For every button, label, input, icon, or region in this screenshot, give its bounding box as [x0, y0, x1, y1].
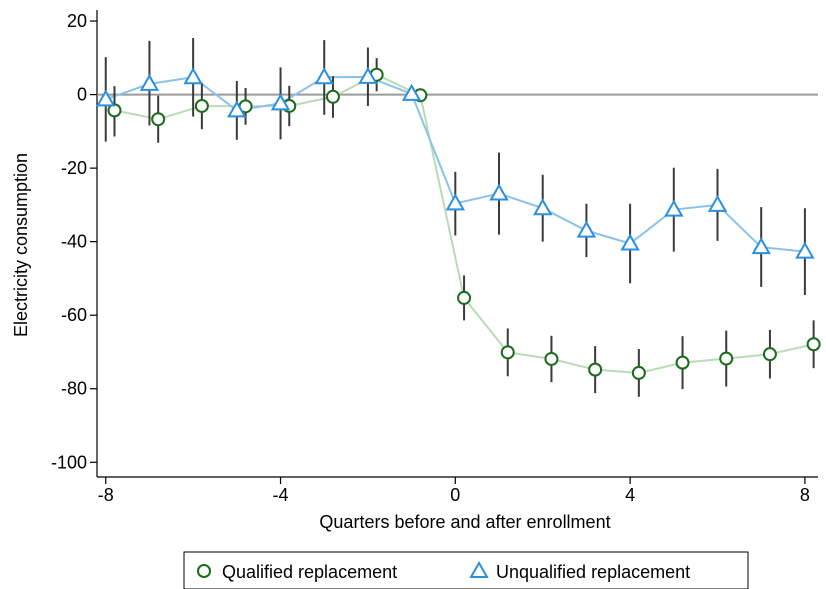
legend-label-qualified: Qualified replacement: [222, 562, 397, 582]
point-unqualified: [358, 66, 378, 84]
legend-marker-qualified: [197, 564, 211, 578]
point-qualified: [675, 355, 690, 370]
point-qualified: [719, 351, 734, 366]
x-ticks: -8 -4 0 4 8: [98, 477, 810, 505]
y-tick-label: -60: [61, 305, 87, 325]
point-unqualified: [751, 237, 771, 255]
y-tick-label: -20: [61, 158, 87, 178]
y-tick-label: -80: [61, 379, 87, 399]
point-qualified: [151, 112, 166, 127]
legend-box: [183, 551, 749, 589]
y-axis-title: Electricity consumption: [11, 153, 31, 337]
series-line-1: [114, 73, 814, 374]
point-qualified: [806, 337, 821, 352]
point-unqualified: [532, 198, 553, 216]
point-qualified: [457, 290, 472, 305]
x-tick-label: 8: [800, 485, 810, 505]
x-tick-label: 0: [450, 485, 460, 505]
point-qualified: [107, 103, 122, 118]
legend: Qualified replacement Unqualified replac…: [183, 551, 749, 589]
point-qualified: [500, 345, 515, 360]
y-ticks: 20 0 -20 -40 -60 -80 -100: [51, 11, 97, 472]
point-qualified: [631, 365, 646, 380]
y-tick-label: -40: [61, 232, 87, 252]
point-unqualified: [576, 220, 597, 238]
point-unqualified: [489, 183, 509, 201]
x-tick-label: -8: [98, 485, 114, 505]
plot-region: 200-20-40-60-80-100 -8 -4 0 4 8: [51, 10, 821, 505]
point-qualified: [588, 362, 603, 377]
y-tick-label: -100: [51, 452, 87, 472]
point-unqualified: [96, 89, 116, 107]
point-unqualified: [795, 241, 815, 259]
point-unqualified: [707, 194, 728, 212]
point-qualified: [325, 89, 340, 104]
y-tick-label: 0: [77, 85, 87, 105]
point-unqualified: [445, 193, 466, 211]
y-tick-label: 20: [67, 11, 87, 31]
point-qualified: [194, 98, 209, 113]
point-unqualified: [620, 233, 640, 251]
series-layer: [96, 37, 821, 397]
x-tick-label: 4: [625, 485, 635, 505]
point-unqualified: [139, 73, 160, 91]
point-unqualified: [664, 199, 684, 217]
point-qualified: [762, 347, 777, 362]
legend-label-unqualified: Unqualified replacement: [496, 562, 690, 582]
point-qualified: [544, 351, 559, 366]
x-tick-label: -4: [273, 485, 289, 505]
point-unqualified: [227, 100, 247, 118]
legend-marker-unqualified: [469, 560, 489, 578]
x-axis-title: Quarters before and after enrollment: [319, 512, 610, 532]
point-unqualified: [314, 67, 334, 85]
point-unqualified: [270, 93, 291, 111]
point-unqualified: [401, 83, 422, 101]
point-unqualified: [183, 67, 203, 85]
